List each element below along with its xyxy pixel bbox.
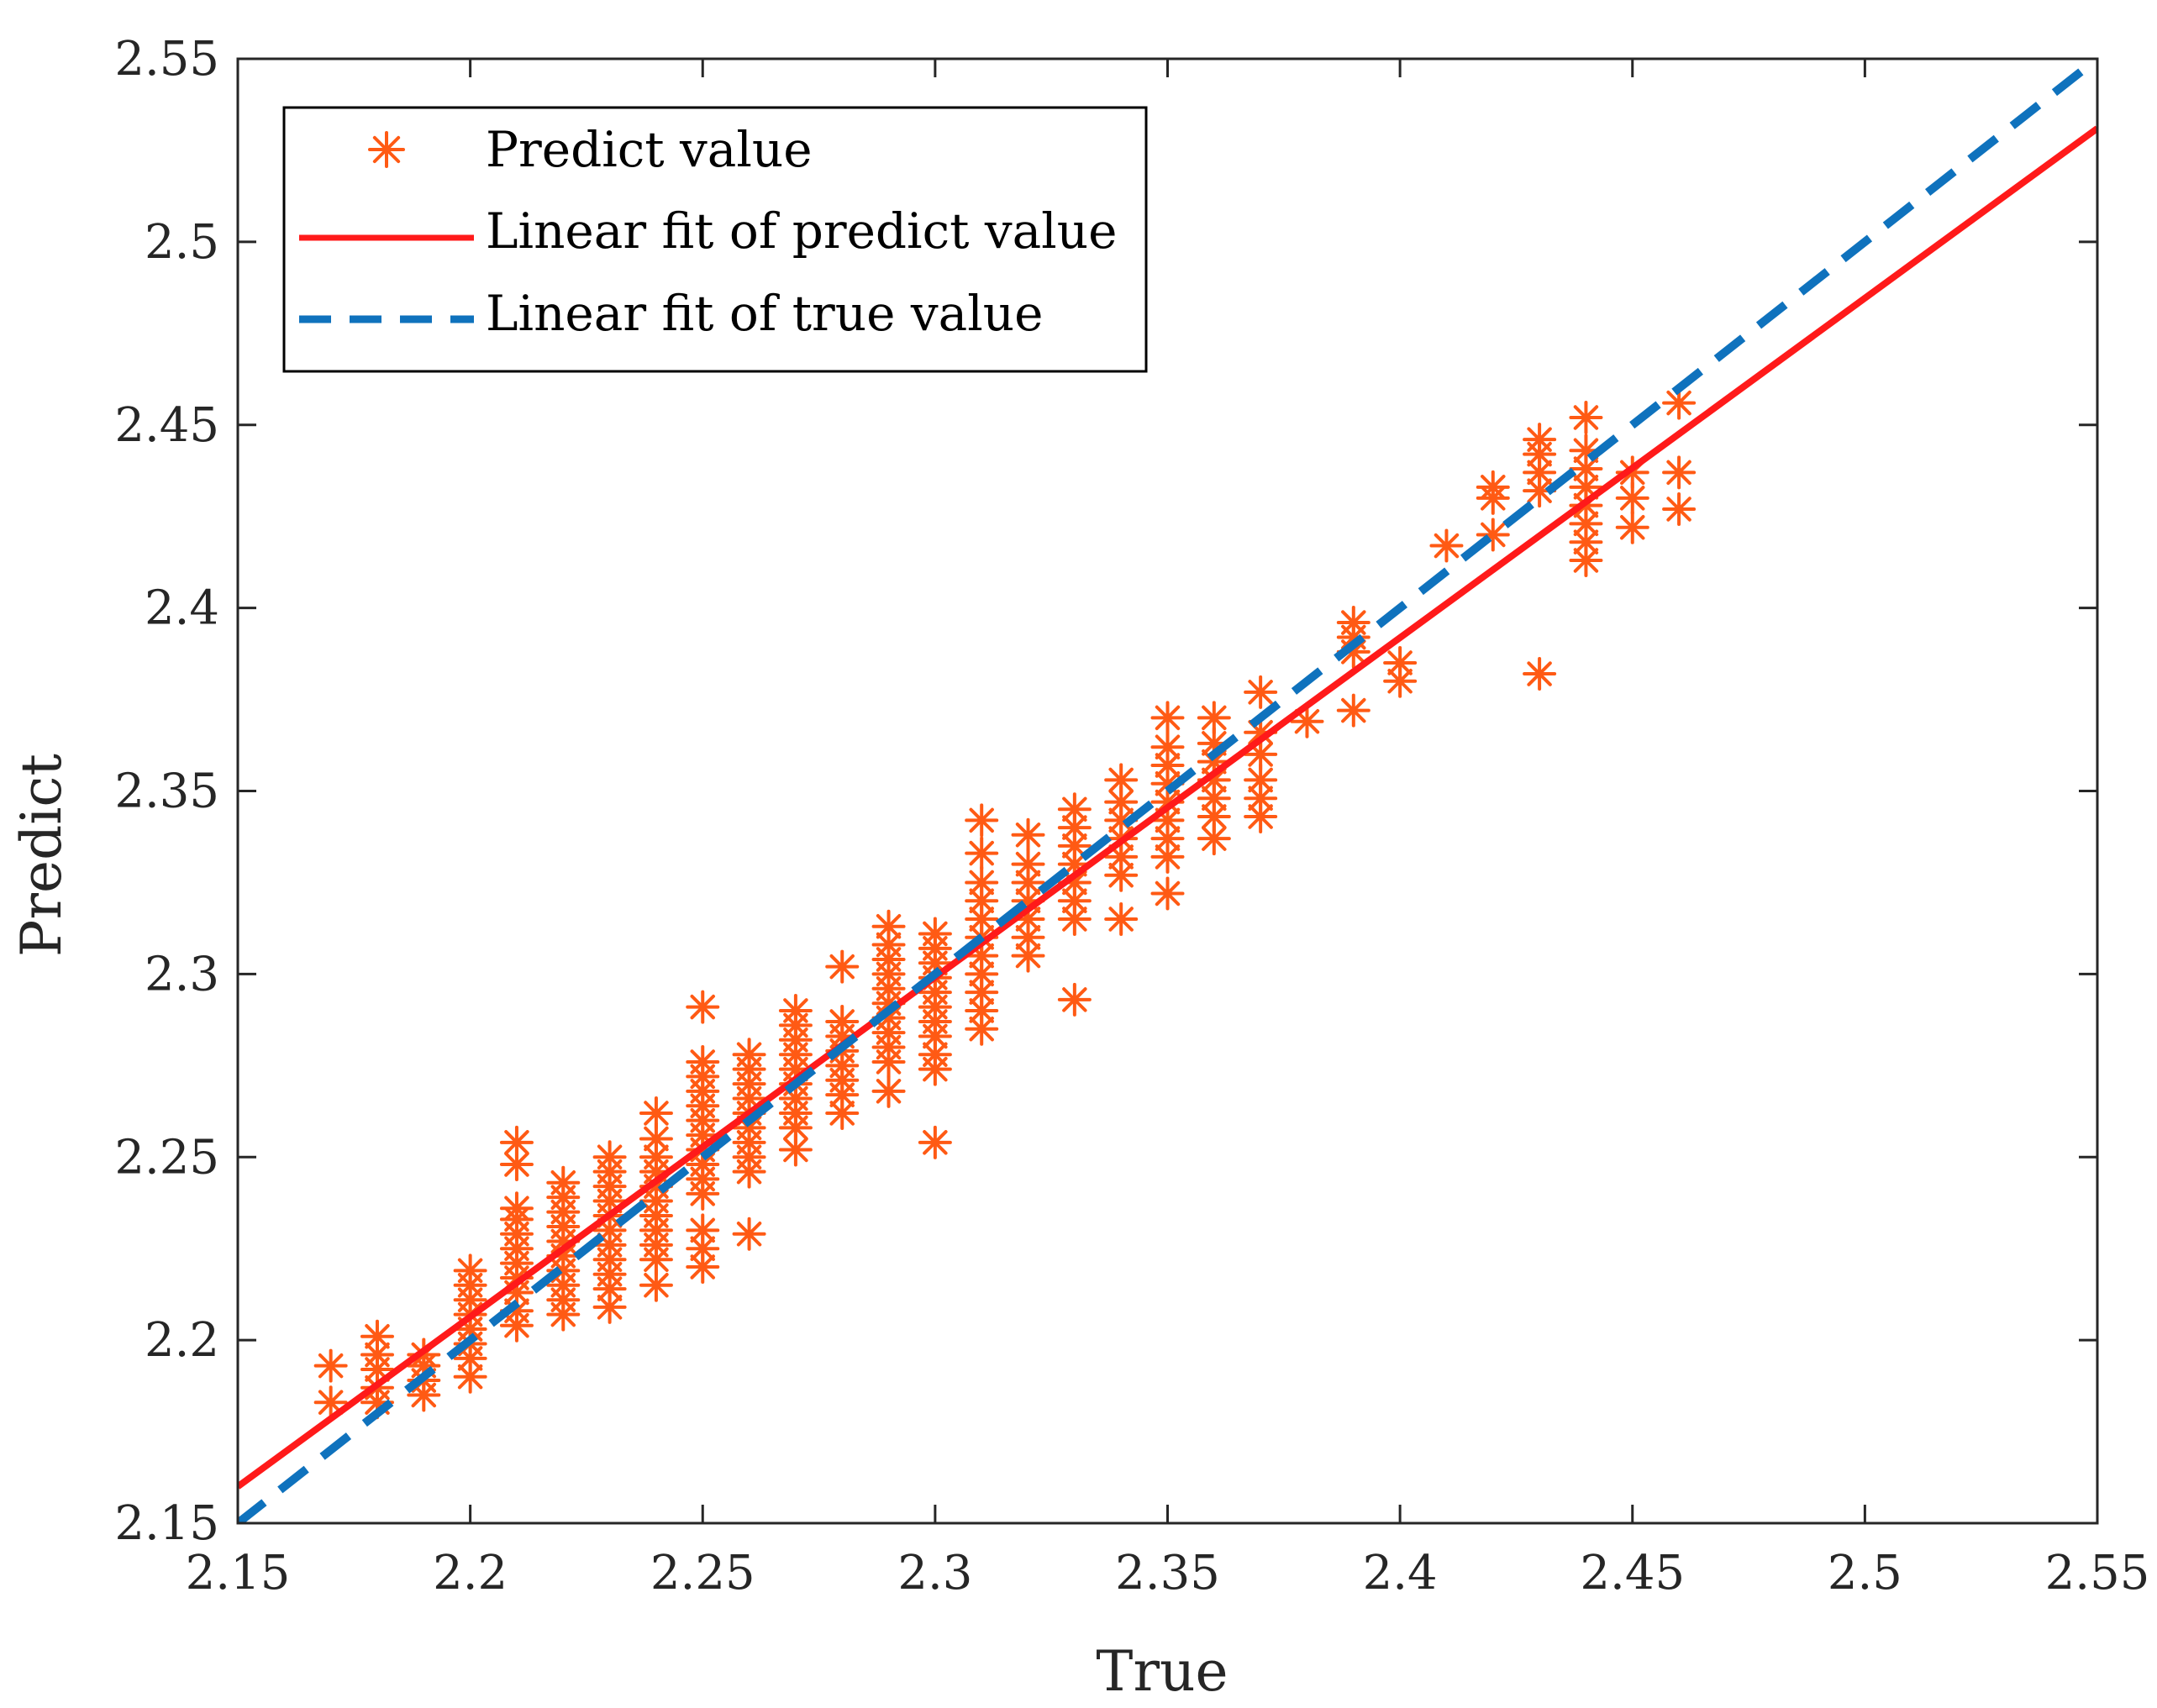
data-point: [1429, 528, 1464, 563]
data-point: [965, 803, 999, 838]
data-point: [360, 1319, 394, 1353]
data-point: [1197, 822, 1231, 856]
data-point: [1011, 847, 1045, 881]
data-point: [1150, 876, 1185, 911]
data-point: [1197, 800, 1231, 834]
data-point: [1476, 518, 1510, 552]
data-point: [965, 902, 999, 937]
data-point: [918, 917, 952, 951]
data-point: [546, 1165, 581, 1200]
data-point: [965, 1012, 999, 1046]
data-point: [732, 1217, 766, 1251]
ticks: 2.15 2.2 2.25 2.3 2.35 2.4 2.45 2.5 2.55 2.15 2.2 2…: [114, 32, 2149, 1600]
legend-label-predict-value: Predict value: [486, 121, 813, 178]
data-point: [1336, 606, 1370, 640]
legend-marker-asterisk-icon: [368, 131, 405, 168]
x-tick-label: 2.5: [1828, 1546, 1902, 1600]
x-tick-label: 2.55: [2045, 1546, 2150, 1600]
data-point: [965, 865, 999, 900]
data-point: [1615, 510, 1649, 544]
y-tick-label: 2.55: [114, 32, 219, 87]
data-point: [1383, 664, 1418, 698]
data-point: [1569, 401, 1603, 435]
data-point: [1150, 701, 1185, 735]
data-point: [1244, 781, 1278, 816]
y-tick-label: 2.35: [114, 765, 219, 819]
data-point: [1197, 701, 1231, 735]
y-axis-label: Predict: [9, 754, 74, 957]
data-point: [592, 1290, 627, 1324]
data-point: [686, 1044, 720, 1079]
data-point: [871, 909, 906, 943]
data-point: [778, 993, 813, 1027]
y-tick-label: 2.15: [114, 1496, 219, 1551]
legend-label-pred-fit: Linear fit of predict value: [486, 202, 1117, 260]
legend-asterisk-icon: [368, 131, 405, 168]
data-point: [1104, 902, 1139, 937]
legend-label-true-fit: Linear fit of true value: [486, 285, 1043, 342]
data-point: [1104, 763, 1139, 797]
data-point: [1057, 792, 1092, 827]
x-tick-label: 2.15: [186, 1546, 291, 1600]
data-point: [1057, 884, 1092, 918]
y-tick-label: 2.25: [114, 1130, 219, 1185]
pred-fit-line: [238, 125, 2097, 1490]
data-point: [918, 1125, 952, 1159]
legend: Predict value Linear fit of predict valu…: [282, 106, 1148, 373]
data-point: [965, 884, 999, 918]
data-point: [825, 949, 860, 984]
data-point: [453, 1253, 487, 1288]
data-point: [686, 990, 720, 1024]
data-point: [1057, 982, 1092, 1017]
data-point: [686, 1213, 720, 1248]
x-tick-label: 2.45: [1580, 1546, 1685, 1600]
y-tick-label: 2.2: [145, 1313, 219, 1368]
x-tick-label: 2.2: [433, 1546, 508, 1600]
data-point: [313, 1348, 348, 1383]
true-fit-line: [238, 59, 2097, 1523]
y-tick-label: 2.4: [145, 581, 219, 636]
data-point: [965, 836, 999, 870]
x-tick-label: 2.3: [897, 1546, 972, 1600]
data-point: [1011, 938, 1045, 973]
data-point: [1476, 470, 1510, 504]
data-point: [1662, 491, 1697, 526]
data-point: [825, 1005, 860, 1039]
fit-lines: [238, 59, 2097, 1523]
data-point: [639, 1096, 673, 1130]
y-tick-label: 2.45: [114, 398, 219, 453]
data-point: [1523, 423, 1557, 457]
x-axis-label: True: [1096, 1639, 1228, 1704]
data-point: [499, 1191, 534, 1226]
data-point: [871, 1074, 906, 1108]
data-point: [1383, 645, 1418, 680]
data-point: [1662, 455, 1697, 490]
data-point: [732, 1038, 766, 1072]
data-point: [1150, 730, 1185, 765]
data-point: [1011, 817, 1045, 852]
data-point: [1523, 657, 1557, 691]
data-point: [499, 1125, 534, 1159]
data-point: [1336, 693, 1370, 728]
scatter-points: [313, 386, 1697, 1420]
x-tick-label: 2.4: [1363, 1546, 1438, 1600]
y-tick-label: 2.5: [145, 215, 219, 270]
data-point: [592, 1140, 627, 1175]
data-point: [825, 1096, 860, 1130]
data-point: [1244, 675, 1278, 709]
x-tick-label: 2.35: [1115, 1546, 1220, 1600]
y-tick-label: 2.3: [145, 947, 219, 1001]
x-tick-label: 2.25: [650, 1546, 755, 1600]
